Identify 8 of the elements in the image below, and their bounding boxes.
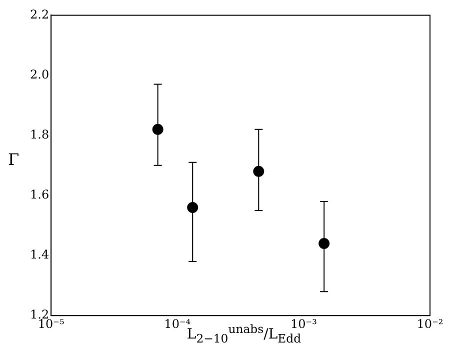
y-tick-label: 2.0	[30, 67, 50, 82]
x-tick-label: 10⁻³	[290, 316, 318, 331]
y-tick-label: 1.8	[30, 127, 50, 142]
x-tick-label: 10⁻²	[416, 316, 444, 331]
y-axis-title: Γ	[8, 150, 20, 169]
y-tick-label: 1.4	[30, 248, 50, 262]
y-tick-label: 1.6	[30, 188, 50, 202]
y-tick-label: 2.2	[30, 7, 50, 22]
